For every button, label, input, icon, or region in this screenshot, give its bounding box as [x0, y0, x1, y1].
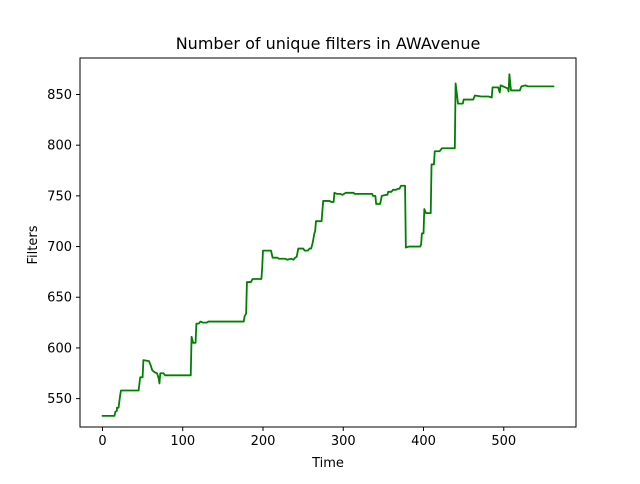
x-tick-label: 200	[251, 434, 276, 449]
y-tick-label: 650	[47, 291, 72, 306]
y-tick-label: 600	[47, 341, 72, 356]
y-tick-label: 800	[47, 139, 72, 154]
y-tick-label: 850	[47, 88, 72, 103]
y-axis-label: Filters	[26, 225, 41, 264]
y-tick-label: 750	[47, 189, 72, 204]
x-tick-label: 100	[170, 434, 195, 449]
y-axis-ticks: 550 600 650 700 750 800 850	[47, 88, 80, 407]
x-tick-label: 300	[331, 434, 356, 449]
x-axis-label: Time	[311, 456, 344, 471]
y-tick-label: 700	[47, 240, 72, 255]
series-line	[101, 73, 555, 417]
chart-title: Number of unique filters in AWAvenue	[176, 34, 481, 53]
y-tick-label: 550	[47, 392, 72, 407]
x-tick-label: 500	[491, 434, 516, 449]
x-axis-ticks: 0 100 200 300 400 500	[98, 427, 516, 449]
x-tick-label: 0	[98, 434, 106, 449]
plot-area-frame	[79, 57, 577, 428]
x-tick-label: 400	[411, 434, 436, 449]
